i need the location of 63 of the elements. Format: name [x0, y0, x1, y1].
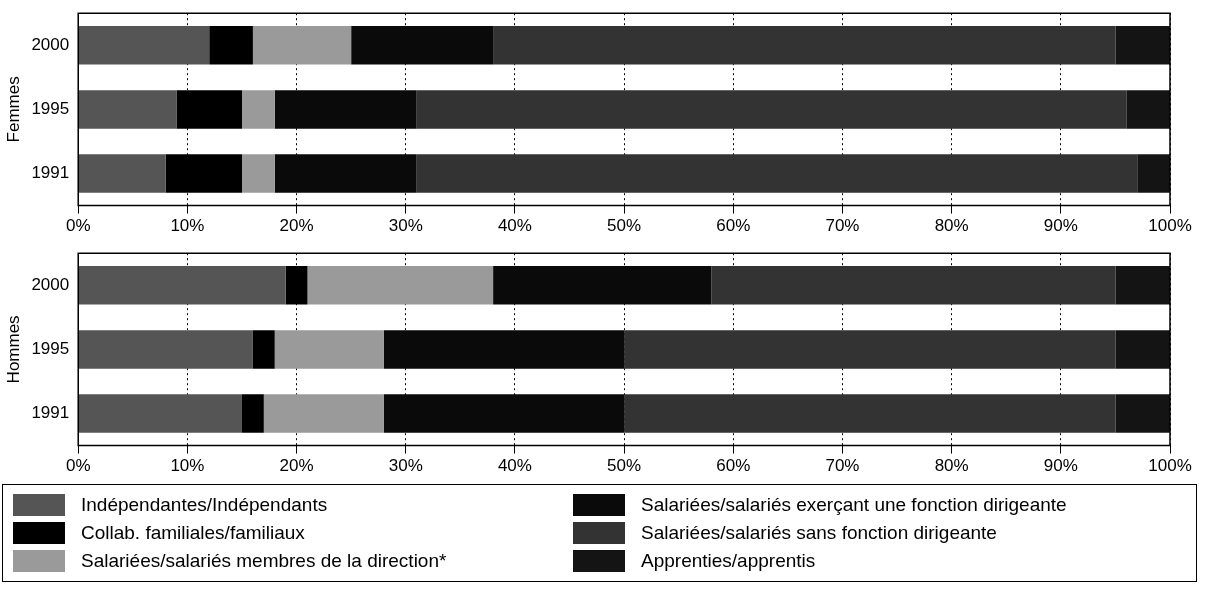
- bar: [493, 26, 1116, 65]
- bar: [416, 154, 1138, 193]
- x-tick-label: 30%: [388, 216, 423, 236]
- x-tick-label: 50%: [607, 216, 642, 236]
- legend-label: Indépendantes/Indépendants: [81, 494, 328, 516]
- y-tick-label: 1995: [31, 339, 70, 359]
- x-tick-label: 90%: [1043, 456, 1078, 476]
- legend-label: Collab. familiales/familiaux: [81, 522, 305, 544]
- x-tick-label: 20%: [279, 456, 314, 476]
- bar: [624, 330, 1116, 369]
- legend-label: Salariées/salariés membres de la direction*: [81, 550, 447, 572]
- bar: [78, 154, 166, 193]
- y-tick-label: 2000: [31, 34, 70, 54]
- x-tick-label: 0%: [65, 456, 91, 476]
- bar: [263, 394, 384, 433]
- bar: [1115, 26, 1170, 65]
- x-tick-label: 40%: [497, 216, 532, 236]
- x-tick-label: 100%: [1148, 456, 1192, 476]
- y-tick-label: 2000: [31, 274, 70, 294]
- bar: [252, 26, 352, 65]
- bar: [1115, 330, 1170, 369]
- bar: [1115, 394, 1170, 433]
- bar: [711, 266, 1116, 305]
- x-tick-label: 0%: [65, 216, 91, 236]
- bar: [1115, 266, 1170, 305]
- bar: [274, 330, 384, 369]
- bar: [252, 330, 275, 369]
- x-tick-label: 70%: [825, 216, 860, 236]
- x-tick-label: 90%: [1043, 216, 1078, 236]
- y-tick-label: 1995: [31, 99, 70, 119]
- x-tick-label: 60%: [716, 216, 751, 236]
- legend-label: Salariées/salariés exerçant une fonction dirigeante: [641, 494, 1067, 516]
- bar: [78, 330, 253, 369]
- x-tick-label: 80%: [934, 456, 969, 476]
- x-tick-label: 30%: [388, 456, 423, 476]
- bar: [416, 90, 1127, 129]
- x-tick-label: 70%: [825, 456, 860, 476]
- x-tick-label: 10%: [170, 216, 205, 236]
- bar: [78, 394, 242, 433]
- x-tick-label: 60%: [716, 456, 751, 476]
- x-tick-label: 10%: [170, 456, 205, 476]
- x-tick-label: 100%: [1148, 216, 1192, 236]
- bar: [1137, 154, 1170, 193]
- bar: [78, 26, 210, 65]
- y-axis-title: Femmes: [3, 76, 23, 143]
- bar: [78, 266, 286, 305]
- x-tick-label: 50%: [607, 456, 642, 476]
- bar: [241, 154, 275, 193]
- x-tick-label: 40%: [497, 456, 532, 476]
- bar: [1126, 90, 1170, 129]
- legend-label: Apprenties/apprentis: [641, 550, 816, 572]
- x-tick-label: 20%: [279, 216, 314, 236]
- y-tick-label: 1991: [31, 163, 70, 183]
- x-tick-label: 80%: [934, 216, 969, 236]
- y-tick-label: 1991: [31, 403, 70, 423]
- legend-label: Salariées/salariés sans fonction dirigeante: [641, 522, 997, 544]
- bar: [209, 26, 253, 65]
- bar: [241, 394, 264, 433]
- y-axis-title: Hommes: [3, 315, 23, 384]
- bar: [307, 266, 494, 305]
- bar: [624, 394, 1116, 433]
- bar: [78, 90, 177, 129]
- bar: [241, 90, 275, 129]
